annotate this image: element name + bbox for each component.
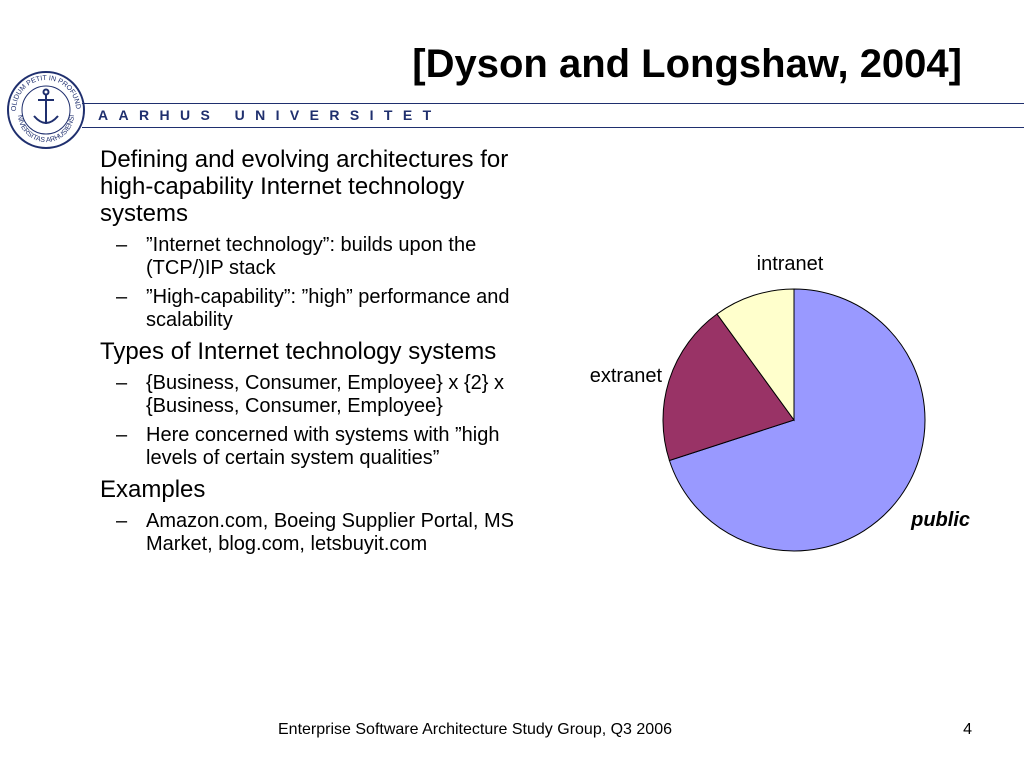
pie-label-public: public <box>910 509 970 531</box>
bullet-2: Types of Internet technology systems <box>100 338 497 365</box>
university-name: AARHUS UNIVERSITET <box>98 107 442 123</box>
pie-slice-public <box>668 288 926 552</box>
sub-bullet-text: ”Internet technology”: builds upon the (… <box>146 234 477 279</box>
footer-text: Enterprise Software Architecture Study G… <box>278 721 672 738</box>
pie-chart: public extranet intranet <box>590 253 970 552</box>
sub-bullet-text: {Business, Consumer, Employee} x {2} x {… <box>146 372 504 417</box>
pie-label-intranet: intranet <box>757 253 824 275</box>
sub-bullet-1-1: – ”Internet technology”: builds upon the … <box>100 234 550 280</box>
sub-bullet-2-1: – {Business, Consumer, Employee} x {2} x … <box>100 372 550 418</box>
page-number: 4 <box>963 721 972 738</box>
header-rule-top <box>82 103 1024 104</box>
sub-bullet-marker: – <box>116 510 128 532</box>
sub-bullet-text: ”High-capability”: ”high” performance an… <box>146 286 510 331</box>
sub-bullet-text: Amazon.com, Boeing Supplier Portal, MS M… <box>146 510 514 555</box>
sub-bullet-marker: – <box>116 286 128 308</box>
pie-slice-intranet <box>716 288 795 422</box>
sub-bullet-marker: – <box>116 234 128 256</box>
bullet-1: Defining and evolving architectures for … <box>100 146 509 227</box>
university-seal-icon: SOLIDUM PETIT IN PROFUNDIS UNIVERSITAS A… <box>6 70 85 149</box>
slide-title: [Dyson and Longshaw, 2004] <box>412 42 962 86</box>
sub-bullet-3-1: – Amazon.com, Boeing Supplier Portal, MS … <box>100 510 550 556</box>
bullet-list: Defining and evolving architectures for … <box>100 146 550 562</box>
sub-bullet-marker: – <box>116 372 128 394</box>
sub-bullet-text: Here concerned with systems with ”high l… <box>146 424 500 469</box>
header-rule-bottom <box>82 127 1024 128</box>
bullet-3: Examples <box>100 476 206 503</box>
sub-bullet-2-2: – Here concerned with systems with ”high … <box>100 424 550 470</box>
pie-label-extranet: extranet <box>590 365 663 387</box>
sub-bullet-1-2: – ”High-capability”: ”high” performance a… <box>100 286 550 332</box>
pie-slice-extranet <box>662 313 795 462</box>
sub-bullet-marker: – <box>116 424 128 446</box>
